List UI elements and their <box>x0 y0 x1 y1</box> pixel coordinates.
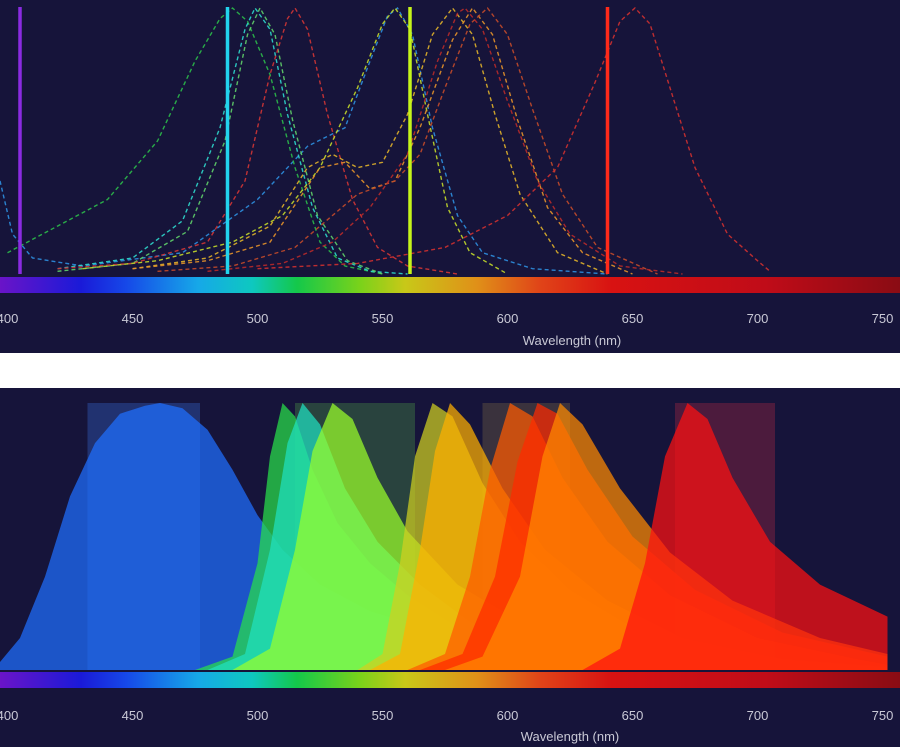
x-axis-ticks: 400 450 500 550 600 650 700 750 <box>0 311 893 326</box>
excitation-series-1 <box>0 6 608 275</box>
excitation-series-11 <box>207 7 683 275</box>
x-tick-label: 600 <box>497 708 519 723</box>
x-tick-label: 450 <box>122 708 144 723</box>
excitation-series-8 <box>132 6 633 275</box>
x-tick-label: 550 <box>372 708 394 723</box>
x-tick-label: 700 <box>747 708 769 723</box>
x-tick-label: 650 <box>622 311 644 326</box>
x-tick-label: 700 <box>747 311 769 326</box>
x-tick-label: 400 <box>0 708 18 723</box>
emission-chart: 400 450 500 550 600 650 700 750 Wavelength (nm) <box>0 403 900 744</box>
spectrum-bar <box>0 672 900 688</box>
x-tick-label: 500 <box>247 708 269 723</box>
emission-series-4 <box>232 403 733 670</box>
laser-lines-group <box>18 7 610 274</box>
excitation-chart: 400 450 500 550 600 650 700 750 Wavelength (nm) <box>0 6 900 348</box>
x-axis-label: Wavelength (nm) <box>523 333 622 348</box>
excitation-series-10 <box>257 7 771 272</box>
emission-series-1 <box>0 403 888 670</box>
x-tick-label: 600 <box>497 311 519 326</box>
spectrum-bar <box>0 277 900 293</box>
x-tick-label: 750 <box>872 311 894 326</box>
x-tick-label: 750 <box>872 708 894 723</box>
emission-series-9 <box>445 403 888 670</box>
x-tick-label: 400 <box>0 311 18 326</box>
excitation-series-2 <box>7 7 383 275</box>
emission-chart-panel: 400 450 500 550 600 650 700 750 Wavelength (nm) <box>0 388 900 747</box>
excitation-series-5 <box>57 6 458 275</box>
x-tick-label: 650 <box>622 708 644 723</box>
excitation-series-9 <box>157 6 658 275</box>
excitation-series-7 <box>132 6 608 275</box>
x-tick-label: 500 <box>247 311 269 326</box>
excitation-chart-panel: 400 450 500 550 600 650 700 750 Wavelength (nm) <box>0 0 900 353</box>
emission-series-group <box>0 403 888 670</box>
x-tick-label: 450 <box>122 311 144 326</box>
excitation-series-3 <box>57 6 408 275</box>
x-axis-label: Wavelength (nm) <box>521 729 620 744</box>
excitation-series-group <box>0 6 771 275</box>
x-tick-label: 550 <box>372 311 394 326</box>
excitation-series-4 <box>57 6 383 275</box>
emission-series-10 <box>582 403 888 670</box>
x-axis-ticks: 400 450 500 550 600 650 700 750 <box>0 708 893 723</box>
